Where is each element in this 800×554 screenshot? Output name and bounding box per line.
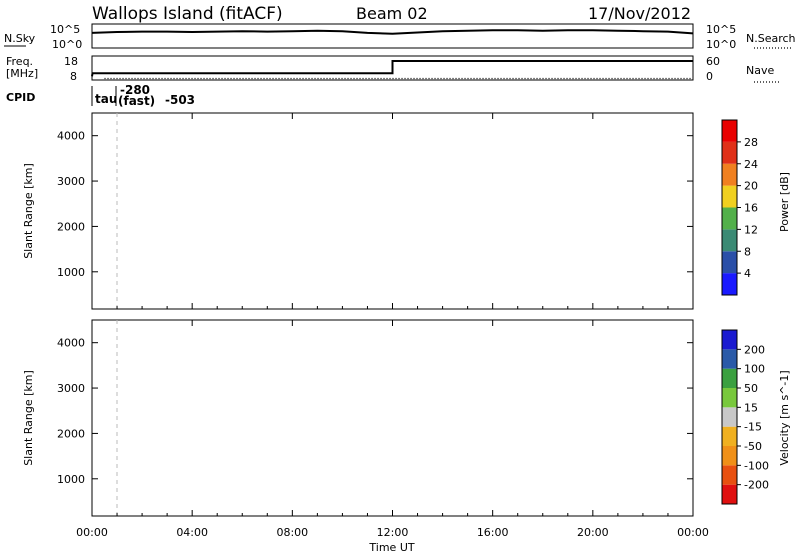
nave-tick-high: 60 <box>706 55 720 68</box>
cpid-tau: tau <box>95 92 117 106</box>
velocity-colorbar-swatch <box>722 426 737 446</box>
velocity-y-axis: 1000 2000 3000 4000 <box>57 337 693 486</box>
xtick-label: 04:00 <box>176 526 208 539</box>
noise-panel: N.Sky 10^5 10^0 10^5 10^0 N.Search <box>4 23 796 51</box>
nsky-line <box>91 29 694 35</box>
velocity-colorbar-tick-label: 50 <box>744 382 758 395</box>
velocity-colorbar-label: Velocity [m s^-1] <box>778 370 791 465</box>
nsky-tick-high: 10^5 <box>50 23 80 36</box>
xtick-label: 08:00 <box>276 526 308 539</box>
velocity-colorbar-tick-label: 100 <box>744 363 765 376</box>
ytick-label: 1000 <box>57 266 85 279</box>
velocity-colorbar-swatch <box>722 368 737 388</box>
noise-series <box>91 29 694 35</box>
freq-tick-low: 8 <box>70 70 77 83</box>
power-colorbar-tick-label: 16 <box>744 202 758 215</box>
velocity-frame <box>91 319 694 517</box>
velocity-colorbar-swatch <box>722 465 737 485</box>
time-x-axis: 00:00 04:00 08:00 12:00 16:00 20:00 00:00 <box>76 113 709 539</box>
velocity-panel: 1000 2000 3000 4000 Slant Range [km] -200 -1… <box>22 113 791 554</box>
power-colorbar-swatch <box>722 251 737 274</box>
cpid-label: CPID <box>6 91 35 104</box>
power-colorbar-swatch <box>722 273 737 295</box>
cpid-row: CPID tau -280 (fast) -503 <box>6 83 195 108</box>
xtick-label: 00:00 <box>76 526 108 539</box>
power-colorbar-tick-label: 20 <box>744 180 758 193</box>
velocity-colorbar-swatch <box>722 349 737 369</box>
ytick-label: 4000 <box>57 130 85 143</box>
power-colorbar-tick-label: 4 <box>744 267 751 280</box>
nsky-label: N.Sky <box>4 32 36 45</box>
frequency-frame <box>91 55 694 81</box>
velocity-colorbar-tick-label: -200 <box>744 479 769 492</box>
velocity-colorbar-tick-label: -50 <box>744 440 762 453</box>
power-colorbar-swatch <box>722 229 737 252</box>
frequency-line <box>91 59 693 77</box>
velocity-colorbar-swatch <box>722 330 737 350</box>
velocity-colorbar-frame <box>721 329 738 505</box>
ytick-label: 3000 <box>57 175 85 188</box>
date-title: 17/Nov/2012 <box>588 4 691 23</box>
power-colorbar: 4 8 12 16 20 24 28 <box>721 119 758 296</box>
frequency-series <box>91 59 693 80</box>
ytick-label: 2000 <box>57 427 85 440</box>
xtick-label: 00:00 <box>677 526 709 539</box>
velocity-colorbar-swatch <box>722 407 737 427</box>
power-colorbar-swatch <box>722 120 737 142</box>
velocity-colorbar-swatch <box>722 446 737 466</box>
power-colorbar-swatch <box>722 185 737 208</box>
power-colorbar-swatch <box>722 163 737 186</box>
cpid-503: -503 <box>165 93 195 107</box>
xtick-label: 16:00 <box>477 526 509 539</box>
power-colorbar-swatch <box>722 141 737 164</box>
cpid-280: -280 <box>120 83 150 97</box>
ytick-label: 4000 <box>57 337 85 350</box>
xtick-label: 20:00 <box>577 526 609 539</box>
velocity-colorbar-tick-label: -15 <box>744 421 762 434</box>
cpid-fast: (fast) <box>118 94 155 108</box>
noise-frame <box>91 23 694 49</box>
velocity-ylabel: Slant Range [km] <box>22 370 35 466</box>
ytick-label: 3000 <box>57 382 85 395</box>
power-ylabel: Slant Range [km] <box>22 163 35 259</box>
frequency-panel: Freq. [MHz] 18 8 60 0 Nave <box>6 55 780 83</box>
nsky-tick-low: 10^0 <box>52 38 82 51</box>
power-colorbar-tick-label: 28 <box>744 136 758 149</box>
freq-unit: [MHz] <box>6 67 38 80</box>
beam-title: Beam 02 <box>356 4 428 23</box>
velocity-colorbar-swatch <box>722 388 737 408</box>
station-title: Wallops Island (fitACF) <box>92 4 283 24</box>
power-y-axis: 1000 2000 3000 4000 <box>57 130 693 279</box>
xtick-label: 12:00 <box>377 526 409 539</box>
nsearch-label: N.Search <box>746 32 796 45</box>
time-xlabel: Time UT <box>368 541 414 554</box>
freq-label: Freq. <box>6 55 33 68</box>
velocity-colorbar-tick-label: 200 <box>744 343 765 356</box>
velocity-colorbar-tick-label: -100 <box>744 459 769 472</box>
nsearch-tick-low: 10^0 <box>706 38 736 51</box>
ytick-label: 1000 <box>57 473 85 486</box>
power-colorbar-label: Power [dB] <box>778 172 791 232</box>
power-frame <box>91 112 694 310</box>
power-colorbar-tick-label: 24 <box>744 158 758 171</box>
nsearch-tick-high: 10^5 <box>706 23 736 36</box>
power-colorbar-swatch <box>722 207 737 230</box>
velocity-colorbar-tick-label: 15 <box>744 401 758 414</box>
ytick-label: 2000 <box>57 220 85 233</box>
velocity-colorbar-swatch <box>722 484 737 504</box>
power-panel: 1000 2000 3000 4000 Slant Range [km] 4 8 12 16… <box>22 112 791 310</box>
freq-tick-high: 18 <box>64 55 78 68</box>
power-colorbar-tick-label: 8 <box>744 245 751 258</box>
nave-tick-low: 0 <box>706 70 713 83</box>
power-colorbar-tick-label: 12 <box>744 223 758 236</box>
velocity-colorbar: -200 -100 -50 -15 15 50 100 200 <box>721 329 769 505</box>
nave-label: Nave <box>746 64 774 77</box>
